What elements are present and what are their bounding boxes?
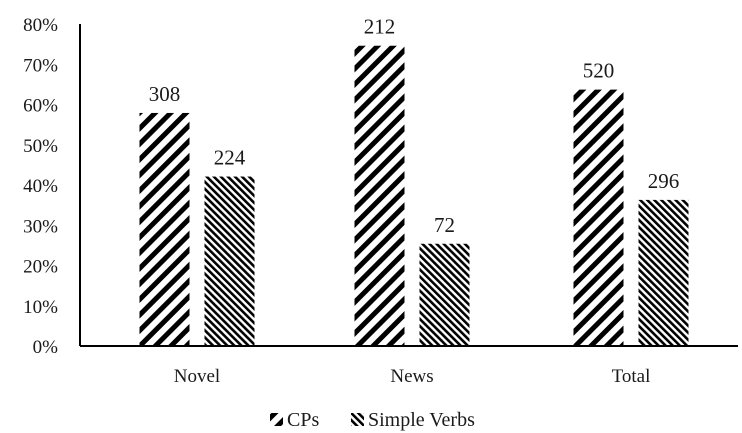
data-label-novel-cps: 308 xyxy=(149,82,181,106)
legend-label-simple-verbs: Simple Verbs xyxy=(368,409,475,431)
x-tick-label-total: Total xyxy=(612,366,651,387)
y-tick-labels: 0% 10% 20% 30% 40% 50% 60% 70% 80% xyxy=(23,15,58,358)
bars xyxy=(139,45,689,347)
legend-label-cps: CPs xyxy=(287,409,319,431)
legend: CPs Simple Verbs xyxy=(270,409,475,431)
data-labels: 308 224 212 72 520 296 xyxy=(149,15,680,237)
y-tick-label-60: 60% xyxy=(23,96,58,117)
data-label-novel-simple-verbs: 224 xyxy=(214,146,246,170)
y-tick-label-50: 50% xyxy=(23,136,58,157)
y-tick-label-20: 20% xyxy=(23,257,58,278)
y-tick-label-30: 30% xyxy=(23,216,58,237)
y-tick-label-80: 80% xyxy=(23,15,58,36)
x-tick-label-news: News xyxy=(390,366,433,387)
bar-novel-cps xyxy=(139,112,190,346)
y-tick-label-70: 70% xyxy=(23,55,58,76)
data-label-total-simple-verbs: 296 xyxy=(648,169,680,193)
y-tick-label-10: 10% xyxy=(23,297,58,318)
x-tick-label-novel: Novel xyxy=(174,366,220,387)
bar-news-cps xyxy=(354,45,405,347)
x-tick-labels: Novel News Total xyxy=(174,366,651,387)
legend-swatch-cps xyxy=(270,413,283,426)
data-label-total-cps: 520 xyxy=(583,59,615,83)
data-label-news-cps: 212 xyxy=(364,15,396,39)
bar-total-cps xyxy=(573,89,624,347)
y-tick-label-40: 40% xyxy=(23,176,58,197)
y-tick-label-0: 0% xyxy=(33,337,59,358)
data-label-news-simple-verbs: 72 xyxy=(434,213,455,237)
legend-swatch-simple-verbs xyxy=(351,413,364,426)
bar-total-simple-verbs xyxy=(638,199,689,346)
bar-news-simple-verbs xyxy=(419,243,470,346)
bar-novel-simple-verbs xyxy=(204,176,255,346)
